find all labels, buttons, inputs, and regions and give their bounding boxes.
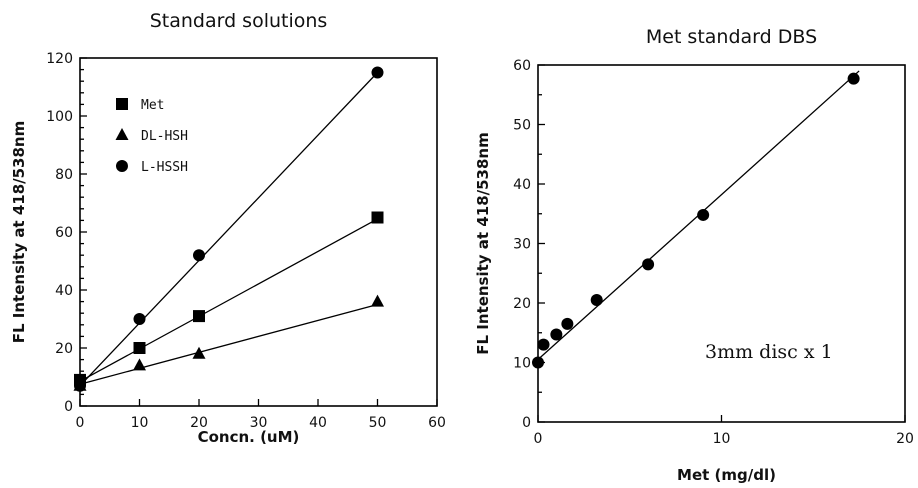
chart-standard-solutions: Standard solutions Concn. (uM) FL Intens…	[10, 10, 446, 446]
legend-marker-met	[116, 98, 128, 110]
x-tick-label: 0	[76, 415, 85, 431]
x-tick-label: 0	[534, 431, 543, 447]
data-point-series	[532, 356, 544, 369]
data-point-dl-hsh	[133, 358, 146, 371]
data-point-l-hssh	[74, 379, 86, 392]
x-tick-label: 40	[309, 415, 327, 431]
data-point-l-hssh	[133, 313, 146, 325]
legend-label-l-hssh: L-HSSH	[141, 160, 188, 175]
y-tick-label: 100	[46, 109, 73, 125]
chart-met-standard-dbs: Met standard DBS Met (mg/dl) FL Intensit…	[474, 26, 914, 484]
data-point-met	[371, 211, 384, 224]
data-point-l-hssh	[193, 249, 205, 262]
data-point-dl-hsh	[371, 294, 384, 307]
data-point-series	[561, 317, 574, 330]
data-point-series	[697, 208, 710, 221]
chart-title: Met standard DBS	[646, 26, 817, 48]
legend: Met DL-HSH L-HSSH	[115, 98, 188, 175]
legend-marker-dl-hsh	[115, 128, 129, 140]
y-tick-label: 20	[55, 341, 73, 357]
x-axis-label: Met (mg/dl)	[677, 466, 776, 484]
y-tick-label: 0	[522, 415, 531, 431]
data-point-met	[193, 310, 205, 323]
x-tick-label: 30	[250, 415, 268, 431]
legend-label-dl-hsh: DL-HSH	[141, 129, 188, 144]
y-tick-label: 50	[513, 118, 531, 134]
y-axis-label: FL Intensity at 418/538nm	[10, 121, 28, 343]
fit-line-dl-hsh	[79, 303, 378, 385]
data-point-series	[537, 338, 550, 351]
y-tick-label: 40	[55, 283, 73, 299]
y-tick-label: 80	[55, 167, 73, 183]
data-point-l-hssh	[371, 66, 384, 79]
data-point-series	[590, 294, 603, 307]
x-axis-label: Concn. (uM)	[198, 428, 300, 446]
y-tick-label: 30	[513, 237, 531, 253]
y-tick-label: 10	[513, 356, 531, 372]
x-tick-label: 10	[713, 431, 731, 447]
annotation: 3mm disc x 1	[705, 341, 833, 363]
data-point-series	[847, 72, 860, 85]
x-tick-label: 60	[428, 415, 446, 431]
chart-title: Standard solutions	[150, 10, 328, 32]
data-point-series	[642, 258, 655, 271]
data-point-series	[550, 328, 563, 341]
fit-line-met	[79, 218, 378, 382]
data-point-met	[133, 342, 146, 354]
fit-line-l-hssh	[79, 72, 378, 387]
legend-marker-l-hssh	[116, 160, 128, 172]
plot-frame	[537, 64, 906, 423]
legend-label-met: Met	[141, 98, 164, 113]
data-point-dl-hsh	[192, 346, 206, 359]
y-tick-label: 60	[513, 58, 531, 74]
y-tick-label: 60	[55, 225, 73, 241]
x-tick-label: 50	[369, 415, 387, 431]
y-tick-label: 40	[513, 177, 531, 193]
y-tick-label: 0	[64, 399, 73, 415]
y-tick-label: 20	[513, 296, 531, 312]
y-axis-label: FL Intensity at 418/538nm	[474, 132, 492, 354]
x-tick-label: 20	[190, 415, 208, 431]
x-tick-label: 20	[896, 431, 914, 447]
y-tick-label: 120	[46, 51, 73, 67]
x-tick-label: 10	[131, 415, 149, 431]
